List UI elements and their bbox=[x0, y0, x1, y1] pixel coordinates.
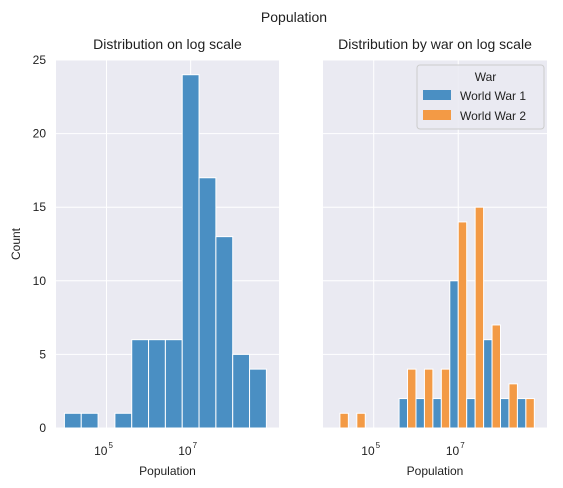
histogram-bar-world-war-1 bbox=[483, 339, 493, 429]
chart-right-bars bbox=[339, 206, 535, 429]
histogram-bar bbox=[164, 339, 183, 429]
chart-right-title: Distribution by war on log scale bbox=[338, 36, 532, 52]
histogram-bar-world-war-2 bbox=[339, 412, 349, 429]
legend-swatch-world-war-1 bbox=[423, 90, 451, 100]
chart-left-y-label: Count bbox=[9, 227, 23, 260]
chart-left-bars bbox=[63, 74, 267, 429]
y-tick-label: 25 bbox=[33, 53, 47, 67]
x-tick-label: 105 bbox=[94, 441, 113, 458]
y-tick-label: 20 bbox=[33, 127, 47, 141]
histogram-bar-world-war-2 bbox=[491, 324, 502, 429]
x-tick-label: 107 bbox=[178, 441, 197, 458]
legend-label-world-war-2: World War 2 bbox=[460, 109, 526, 123]
chart-right: 105 107 Distribution by war on log scale … bbox=[323, 36, 547, 478]
chart-left-y-ticks: 0 5 10 15 20 25 bbox=[33, 53, 47, 435]
legend-title: War bbox=[475, 70, 497, 84]
histogram-bar-world-war-1 bbox=[449, 280, 459, 429]
figure-suptitle: Population bbox=[261, 9, 327, 25]
histogram-bar-world-war-1 bbox=[398, 398, 409, 429]
chart-right-x-label: Population bbox=[407, 464, 464, 478]
chart-left-title: Distribution on log scale bbox=[93, 36, 242, 52]
histogram-bar-world-war-1 bbox=[415, 398, 425, 429]
histogram-bar bbox=[80, 412, 99, 429]
histogram-bar bbox=[148, 339, 166, 429]
legend-swatch-world-war-2 bbox=[423, 110, 451, 120]
histogram-bar-world-war-1 bbox=[432, 398, 442, 429]
chart-left-x-label: Population bbox=[139, 464, 196, 478]
histogram-bar bbox=[181, 74, 200, 429]
histogram-bar-world-war-2 bbox=[474, 206, 485, 429]
histogram-bar bbox=[232, 353, 251, 429]
y-tick-label: 0 bbox=[39, 421, 46, 435]
x-tick-label: 105 bbox=[361, 441, 380, 458]
histogram-bar-world-war-2 bbox=[525, 398, 535, 429]
y-tick-label: 10 bbox=[33, 274, 47, 288]
histogram-bar bbox=[198, 177, 217, 429]
histogram-bar-world-war-1 bbox=[516, 398, 527, 429]
histogram-bar-world-war-2 bbox=[508, 383, 518, 429]
histogram-bar-world-war-2 bbox=[356, 412, 366, 429]
histogram-bar bbox=[114, 412, 133, 429]
histogram-bar-world-war-1 bbox=[500, 398, 510, 429]
chart-left: 0 5 10 15 20 25 105 107 Distribution on log sc… bbox=[9, 36, 279, 478]
histogram-bar bbox=[215, 236, 234, 429]
histogram-bar-world-war-2 bbox=[407, 368, 417, 429]
histogram-bar bbox=[63, 412, 82, 429]
histogram-bar-world-war-2 bbox=[457, 221, 468, 429]
legend: War World War 1 World War 2 bbox=[416, 64, 545, 130]
histogram-bar-world-war-2 bbox=[440, 368, 451, 429]
x-tick-label: 107 bbox=[446, 441, 465, 458]
y-tick-label: 5 bbox=[39, 347, 46, 361]
histogram-bar bbox=[249, 368, 267, 429]
chart-left-x-ticks: 105 107 bbox=[94, 441, 198, 458]
histogram-bar-world-war-2 bbox=[423, 368, 434, 429]
y-tick-label: 15 bbox=[33, 200, 47, 214]
legend-label-world-war-1: World War 1 bbox=[460, 89, 526, 103]
histogram-bar bbox=[131, 339, 150, 429]
chart-right-x-ticks: 105 107 bbox=[361, 441, 465, 458]
histogram-bar-world-war-1 bbox=[466, 398, 476, 429]
